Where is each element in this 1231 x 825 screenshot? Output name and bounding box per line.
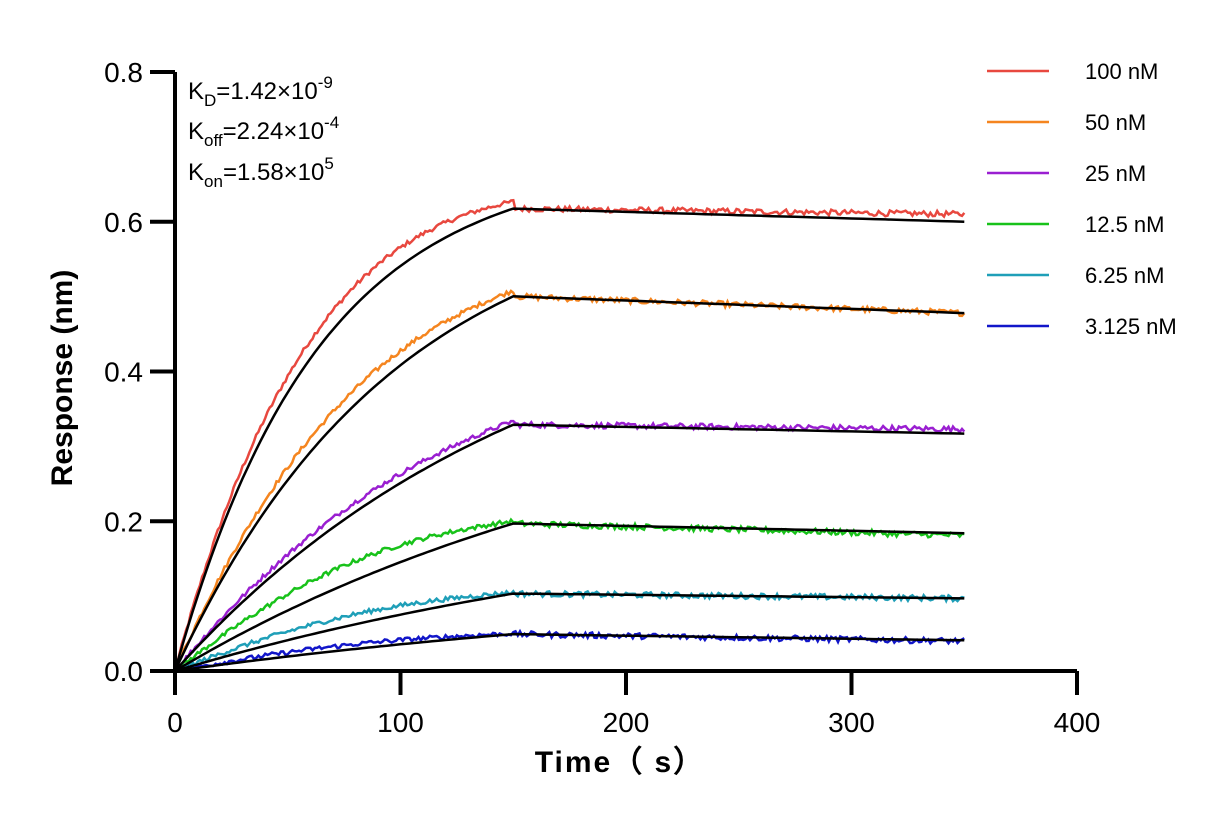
data-curves bbox=[173, 198, 966, 673]
legend-label: 25 nM bbox=[1085, 161, 1146, 186]
y-tick-label: 0.4 bbox=[104, 357, 143, 388]
y-axis-title: Response (nm) bbox=[46, 270, 79, 487]
fit-line bbox=[173, 295, 965, 672]
x-axis-title: Time（ s） bbox=[535, 745, 706, 779]
legend-label: 12.5 nM bbox=[1085, 212, 1165, 237]
legend-label: 100 nM bbox=[1085, 59, 1158, 84]
y-tick-label: 0.2 bbox=[104, 506, 143, 537]
kon-annotation: Kon=1.58×105 bbox=[188, 154, 334, 191]
fit-line bbox=[174, 522, 965, 673]
x-tick-label: 0 bbox=[167, 707, 183, 738]
koff-annotation: Koff=2.24×10-4 bbox=[188, 113, 339, 150]
legend-label: 3.125 nM bbox=[1085, 314, 1177, 339]
series-line bbox=[174, 628, 965, 673]
x-tick-label: 100 bbox=[377, 707, 424, 738]
kd-annotation: KD=1.42×10-9 bbox=[188, 73, 333, 110]
x-tick-label: 300 bbox=[828, 707, 875, 738]
series-line bbox=[174, 589, 965, 672]
legend-label: 6.25 nM bbox=[1085, 263, 1165, 288]
x-tick-label: 200 bbox=[603, 707, 650, 738]
fit-line bbox=[174, 632, 965, 673]
x-tick-label: 400 bbox=[1054, 707, 1101, 738]
legend: 100 nM 50 nM 25 nM 12.5 nM 6.25 nM 3.125 nM bbox=[987, 59, 1177, 339]
fit-line bbox=[173, 207, 965, 672]
fit-line bbox=[174, 423, 965, 672]
y-axis-ticks: 0.0 0.2 0.4 0.6 0.8 bbox=[104, 57, 175, 687]
series-line bbox=[174, 289, 966, 672]
y-tick-label: 0.6 bbox=[104, 207, 143, 238]
x-axis-ticks: 0 100 200 300 400 bbox=[167, 671, 1100, 738]
fit-line bbox=[174, 592, 965, 673]
y-tick-label: 0.0 bbox=[104, 656, 143, 687]
y-tick-label: 0.8 bbox=[104, 57, 143, 88]
series-line bbox=[173, 198, 966, 671]
fit-curves bbox=[173, 207, 965, 673]
legend-label: 50 nM bbox=[1085, 110, 1146, 135]
kinetic-annotations: KD=1.42×10-9 Koff=2.24×10-4 Kon=1.58×105 bbox=[188, 73, 339, 191]
